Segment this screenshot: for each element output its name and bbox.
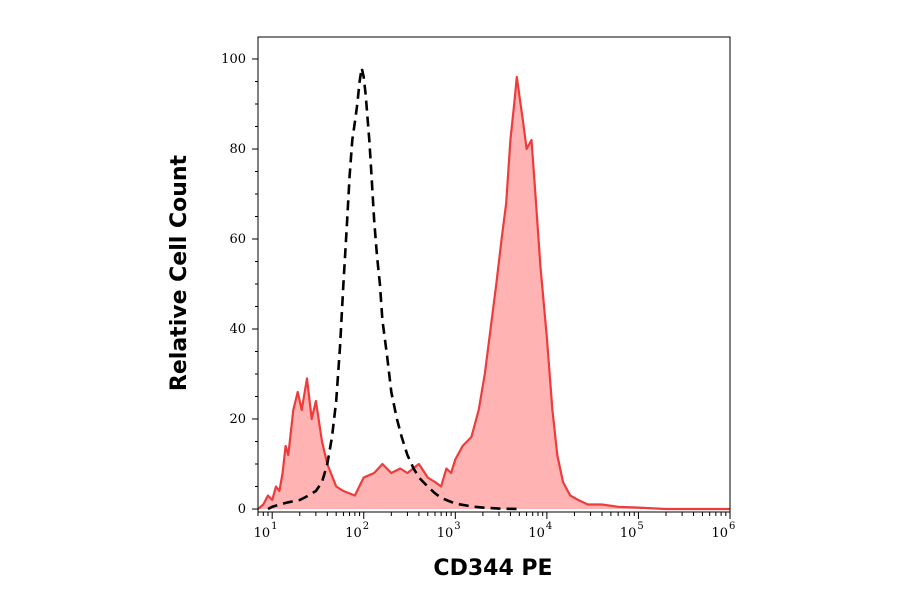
y-tick-label: 40 xyxy=(229,322,246,337)
x-tick-exponent: 1 xyxy=(271,521,277,532)
series-line-0 xyxy=(257,75,730,511)
series-layer xyxy=(257,67,730,511)
x-tick-label: 10 xyxy=(528,526,545,541)
x-tick-label: 10 xyxy=(711,526,728,541)
x-tick-exponent: 2 xyxy=(363,521,369,532)
x-tick-exponent: 5 xyxy=(637,521,643,532)
y-tick-label: 80 xyxy=(229,142,246,157)
x-tick-exponent: 3 xyxy=(454,521,460,532)
y-tick-label: 60 xyxy=(229,232,246,247)
x-tick-label: 10 xyxy=(437,526,454,541)
x-tick-exponent: 4 xyxy=(546,521,552,532)
series-line-1 xyxy=(267,67,520,511)
y-tick-label: 100 xyxy=(221,52,246,67)
y-tick-label: 20 xyxy=(229,412,246,427)
x-tick-label: 10 xyxy=(254,526,271,541)
series-area-0 xyxy=(258,77,730,509)
plot-frame xyxy=(257,36,731,513)
y-axis-title: Relative Cell Count xyxy=(167,154,192,391)
y-tick-label: 0 xyxy=(238,502,246,517)
x-axis-title: CD344 PE xyxy=(433,556,552,581)
x-tick-exponent: 6 xyxy=(729,521,735,532)
x-tick-label: 10 xyxy=(345,526,362,541)
x-tick-label: 10 xyxy=(620,526,637,541)
